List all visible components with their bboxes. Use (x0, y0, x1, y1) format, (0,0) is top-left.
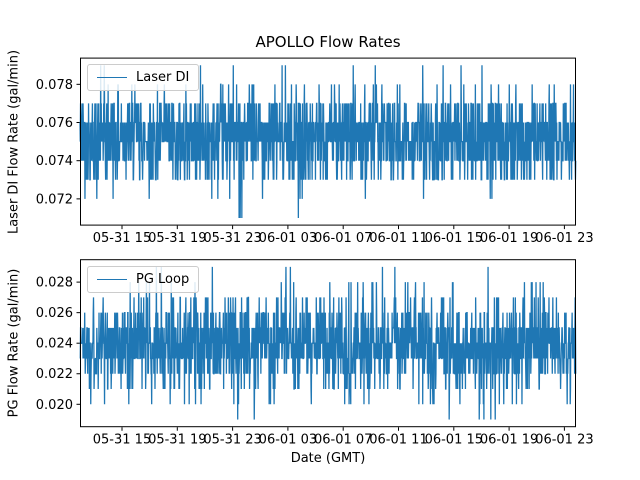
svg-text:05-31 23: 05-31 23 (203, 231, 261, 246)
legend-pg-loop: PG Loop (87, 266, 200, 293)
svg-text:06-01 19: 06-01 19 (480, 231, 538, 246)
svg-text:06-01 15: 06-01 15 (425, 231, 483, 246)
x-axis-label: Date (GMT) (290, 451, 366, 466)
svg-text:0.028: 0.028 (36, 276, 73, 291)
svg-text:0.072: 0.072 (36, 192, 73, 207)
svg-text:05-31 15: 05-31 15 (93, 231, 151, 246)
svg-text:05-31 19: 05-31 19 (148, 433, 206, 448)
legend-line-sample-icon (97, 279, 127, 280)
legend-label-laser-di: Laser DI (136, 70, 190, 85)
svg-text:0.076: 0.076 (36, 116, 73, 131)
svg-text:0.022: 0.022 (36, 367, 73, 382)
svg-text:0.074: 0.074 (36, 154, 73, 169)
svg-text:06-01 11: 06-01 11 (369, 433, 427, 448)
svg-text:06-01 15: 06-01 15 (425, 433, 483, 448)
svg-text:06-01 07: 06-01 07 (314, 433, 372, 448)
svg-text:05-31 19: 05-31 19 (148, 231, 206, 246)
figure-title: APOLLO Flow Rates (255, 33, 401, 51)
svg-text:06-01 23: 06-01 23 (535, 433, 593, 448)
svg-text:06-01 11: 06-01 11 (369, 231, 427, 246)
svg-text:05-31 15: 05-31 15 (93, 433, 151, 448)
svg-text:06-01 19: 06-01 19 (480, 433, 538, 448)
legend-label-pg-loop: PG Loop (136, 272, 190, 287)
svg-text:05-31 23: 05-31 23 (203, 433, 261, 448)
svg-text:06-01 07: 06-01 07 (314, 231, 372, 246)
legend-line-sample-icon (97, 77, 127, 78)
svg-text:06-01 23: 06-01 23 (535, 231, 593, 246)
svg-text:06-01 03: 06-01 03 (259, 433, 317, 448)
svg-text:06-01 03: 06-01 03 (259, 231, 317, 246)
svg-text:0.024: 0.024 (36, 337, 73, 352)
legend-laser-di: Laser DI (87, 64, 200, 91)
svg-text:0.078: 0.078 (36, 78, 73, 93)
svg-text:0.026: 0.026 (36, 306, 73, 321)
svg-text:0.020: 0.020 (36, 398, 73, 413)
